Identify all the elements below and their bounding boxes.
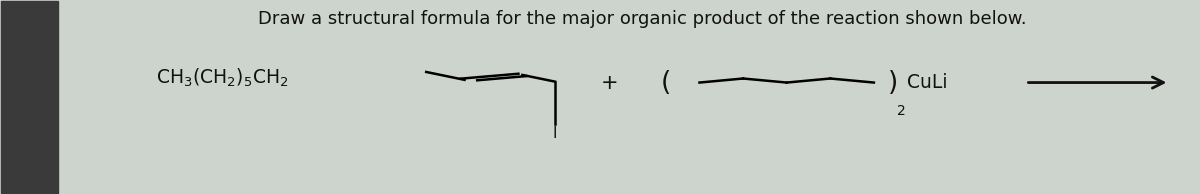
Bar xyxy=(1,1,59,193)
Text: I: I xyxy=(553,126,557,141)
Text: 2: 2 xyxy=(898,104,906,119)
Text: CuLi: CuLi xyxy=(907,73,948,92)
Text: Draw a structural formula for the major organic product of the reaction shown be: Draw a structural formula for the major … xyxy=(258,10,1026,28)
Text: +: + xyxy=(601,73,618,93)
Text: (: ( xyxy=(661,70,671,96)
Text: CH$_3$(CH$_2$)$_5$CH$_2$: CH$_3$(CH$_2$)$_5$CH$_2$ xyxy=(156,67,288,89)
Text: ): ) xyxy=(888,70,898,96)
